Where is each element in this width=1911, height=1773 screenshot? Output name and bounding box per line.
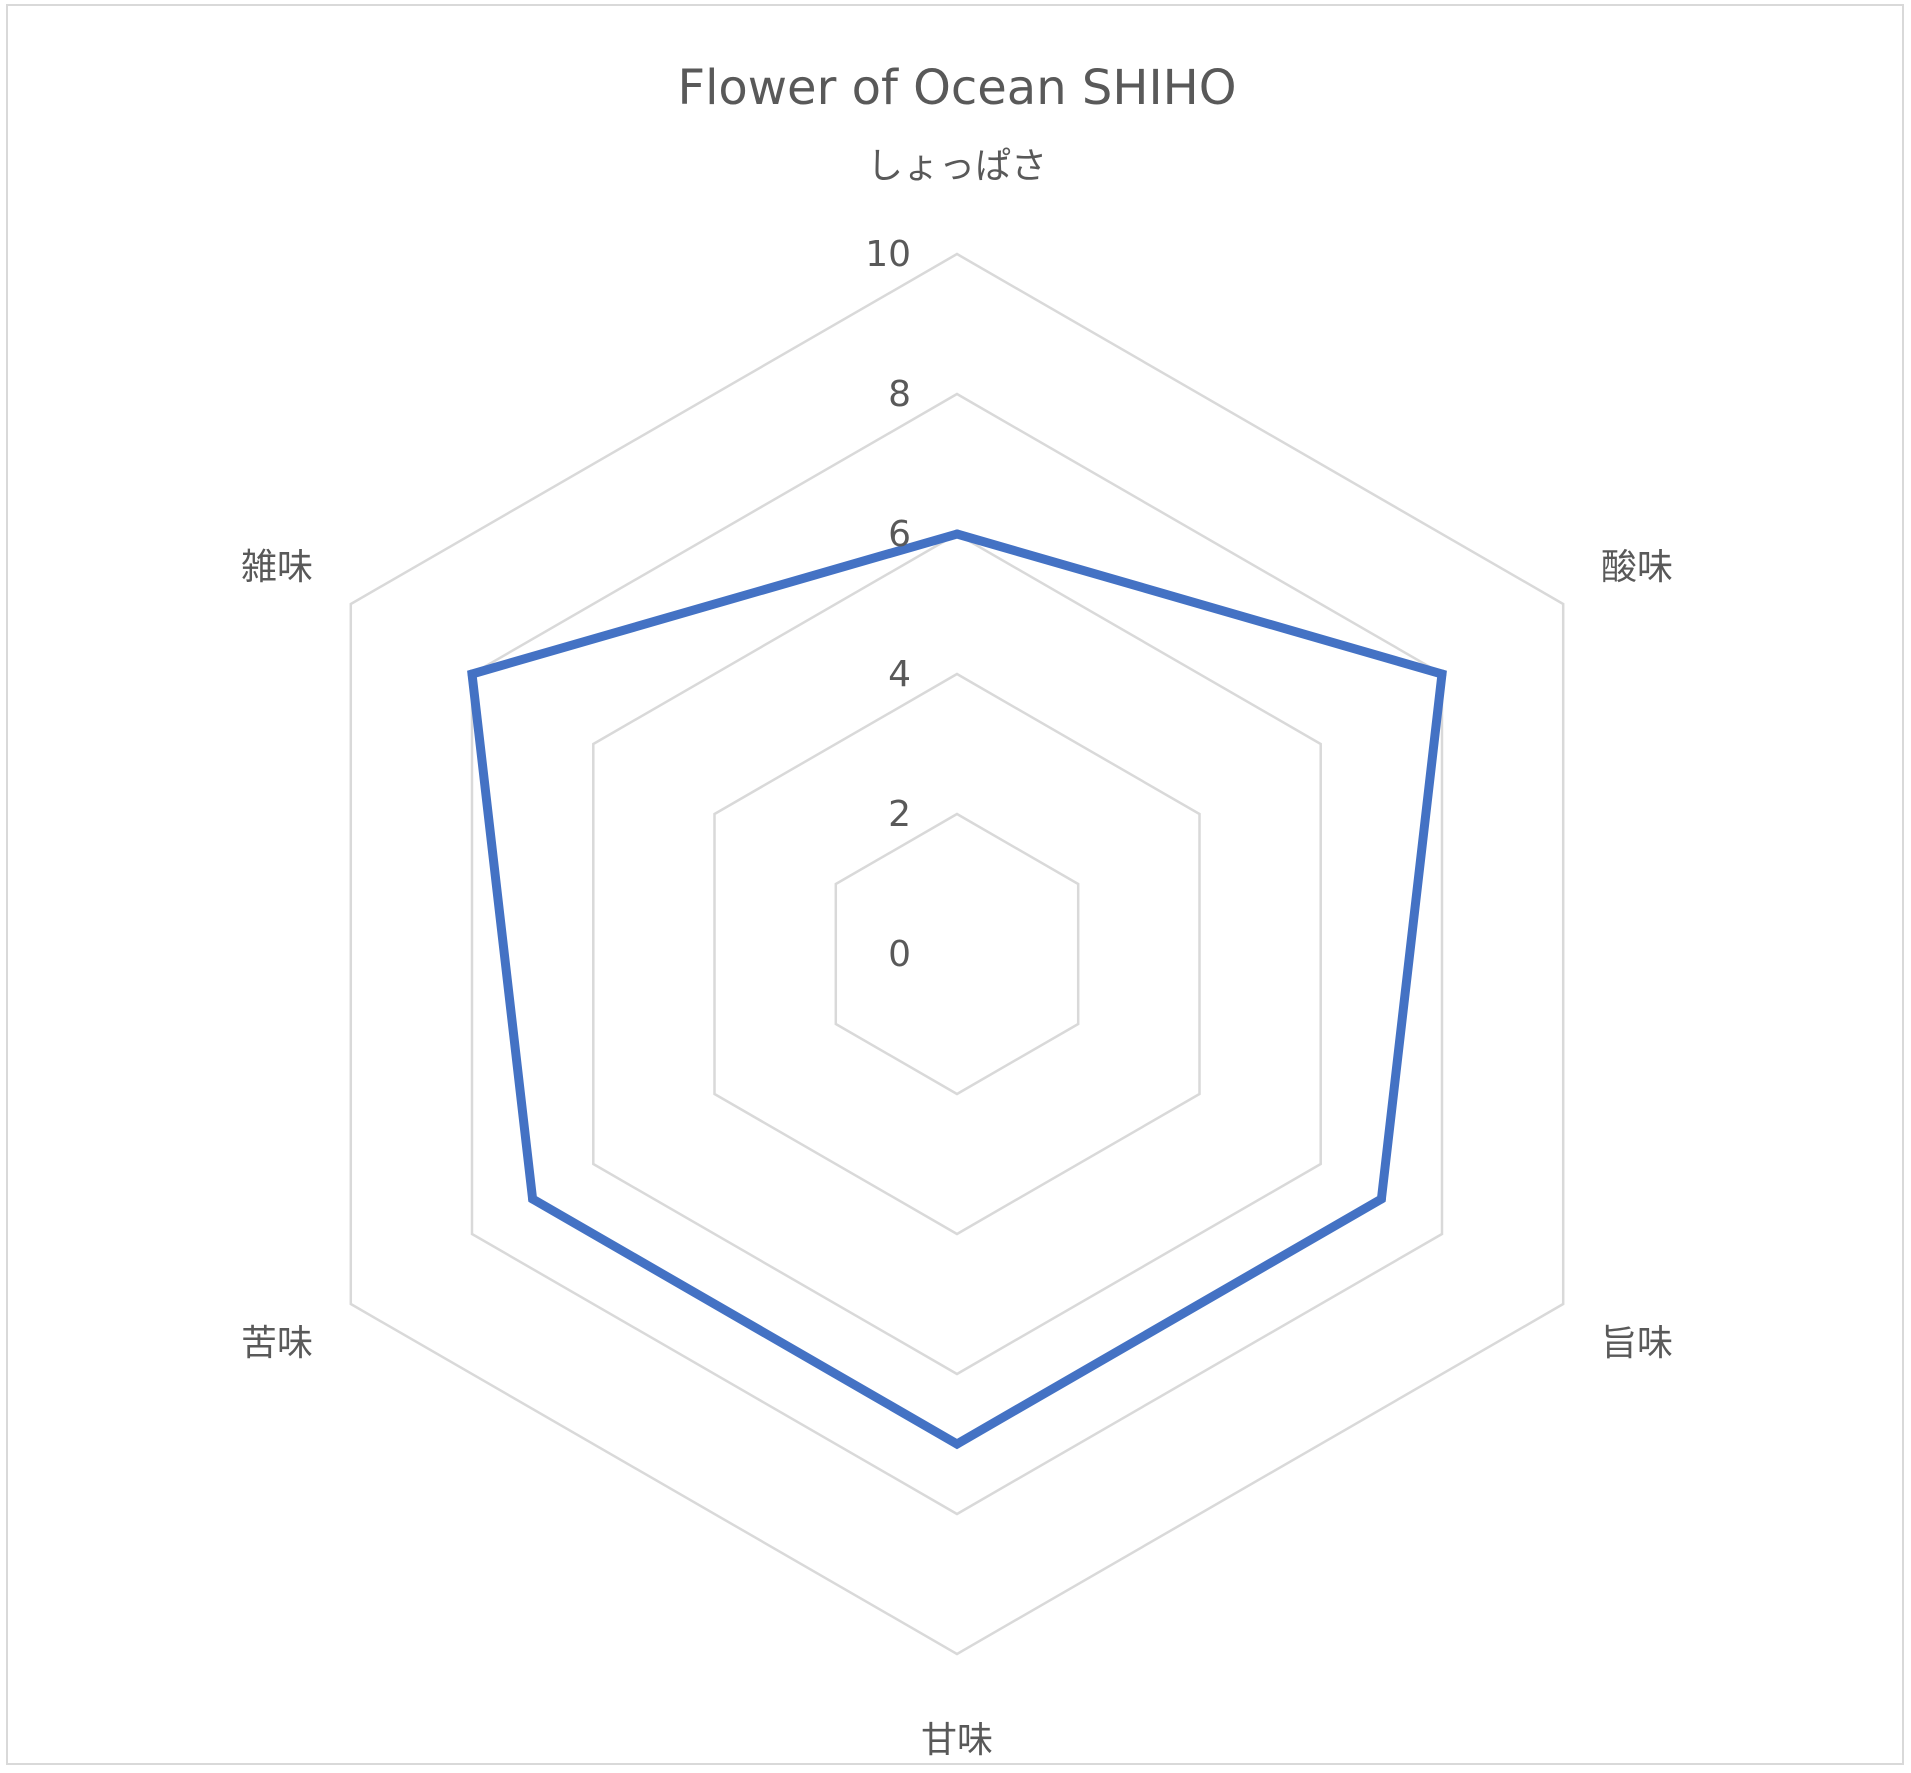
chart-area: Flower of Ocean SHIHO 0 2 4 6 8 10 しょっぱさ酸味旨味甘味… [6, 4, 1904, 1765]
data-point-0-2 [1376, 1194, 1386, 1204]
data-point-0-4 [528, 1194, 538, 1204]
category-label: 雑味 [241, 547, 313, 588]
data-point-0-1 [1437, 669, 1447, 679]
category-label: 甘味 [921, 1720, 993, 1761]
category-label: 苦味 [241, 1323, 313, 1364]
r-tick-label: 10 [865, 234, 911, 275]
category-label: 旨味 [1601, 1323, 1673, 1364]
grid-ring-6 [592, 532, 1322, 1376]
series-layer [467, 529, 1447, 1450]
r-tick-label: 8 [888, 374, 911, 415]
data-point-0-0 [952, 529, 962, 539]
grid-ring-8 [470, 392, 1444, 1516]
grid-ring-2 [834, 812, 1080, 1096]
r-tick-label: 0 [888, 934, 911, 975]
radar-chart: Flower of Ocean SHIHO 0 2 4 6 8 10 しょっぱさ酸味旨味甘味… [241, 60, 1673, 1761]
grid-ring-10 [349, 252, 1565, 1656]
r-tick-label: 2 [888, 794, 911, 835]
r-tick-label: 6 [888, 514, 911, 555]
category-label: 酸味 [1601, 547, 1673, 588]
grid-ring-4 [713, 672, 1201, 1236]
series-line-0 [467, 529, 1447, 1450]
data-point-0-3 [952, 1439, 962, 1449]
r-tick-label: 4 [888, 654, 911, 695]
chart-title: Flower of Ocean SHIHO [677, 60, 1236, 116]
category-label: しょっぱさ [867, 146, 1047, 187]
data-point-0-5 [467, 669, 477, 679]
